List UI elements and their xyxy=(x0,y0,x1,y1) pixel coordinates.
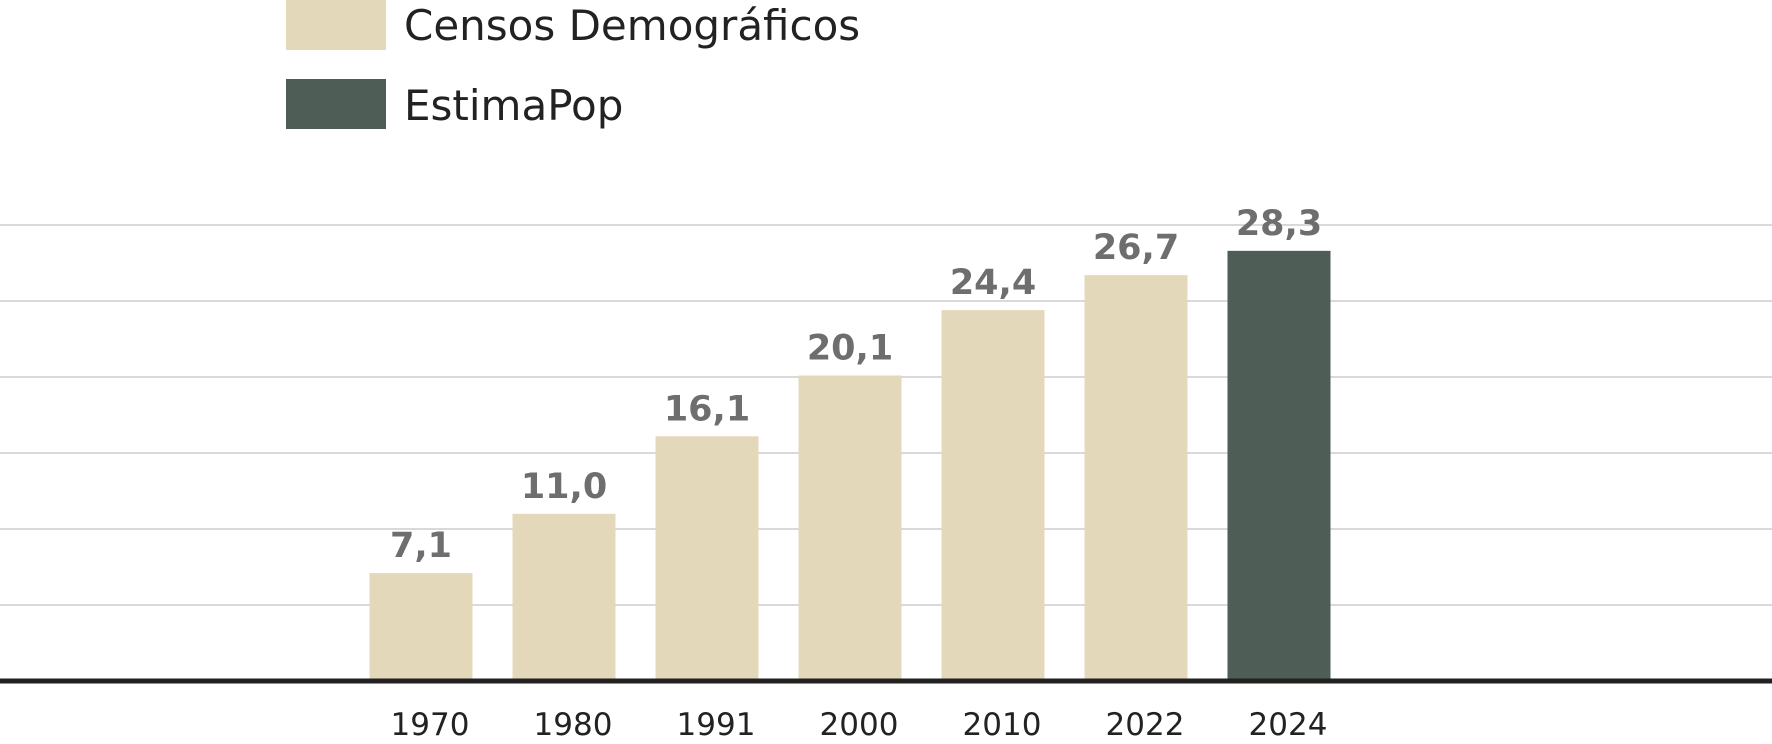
bar-2010 xyxy=(941,310,1045,681)
value-label-2024: 28,3 xyxy=(1236,204,1322,244)
bar-2000 xyxy=(798,375,902,681)
value-label-2022: 26,7 xyxy=(1093,228,1179,268)
value-label-1980: 11,0 xyxy=(521,467,607,507)
bar-1980 xyxy=(512,513,616,681)
x-tick-2010: 2010 xyxy=(963,707,1042,743)
value-label-1970: 7,1 xyxy=(390,526,452,566)
bar-2022 xyxy=(1084,275,1188,681)
x-tick-2000: 2000 xyxy=(820,707,899,743)
value-label-2000: 20,1 xyxy=(807,328,893,368)
value-label-2010: 24,4 xyxy=(950,263,1036,303)
x-tick-1991: 1991 xyxy=(677,707,756,743)
legend-swatch-estimapop xyxy=(286,79,386,129)
x-tick-2022: 2022 xyxy=(1106,707,1185,743)
x-tick-1970: 1970 xyxy=(391,707,470,743)
legend-label-censos: Censos Demográficos xyxy=(404,1,860,50)
legend: Censos Demográficos EstimaPop xyxy=(286,0,860,130)
value-labels: 7,1 11,0 16,1 20,1 24,4 26,7 28,3 xyxy=(390,204,1322,566)
legend-label-estimapop: EstimaPop xyxy=(404,81,623,130)
bar-1970 xyxy=(369,573,473,681)
x-axis-tick-labels: 1970 1980 1991 2000 2010 2022 2024 xyxy=(391,707,1328,743)
x-tick-1980: 1980 xyxy=(534,707,613,743)
value-label-1991: 16,1 xyxy=(664,389,750,429)
x-tick-2024: 2024 xyxy=(1249,707,1328,743)
legend-swatch-censos xyxy=(286,0,386,50)
bar-2024 xyxy=(1227,250,1331,681)
bar-1991 xyxy=(655,436,759,681)
bars xyxy=(369,250,1331,681)
